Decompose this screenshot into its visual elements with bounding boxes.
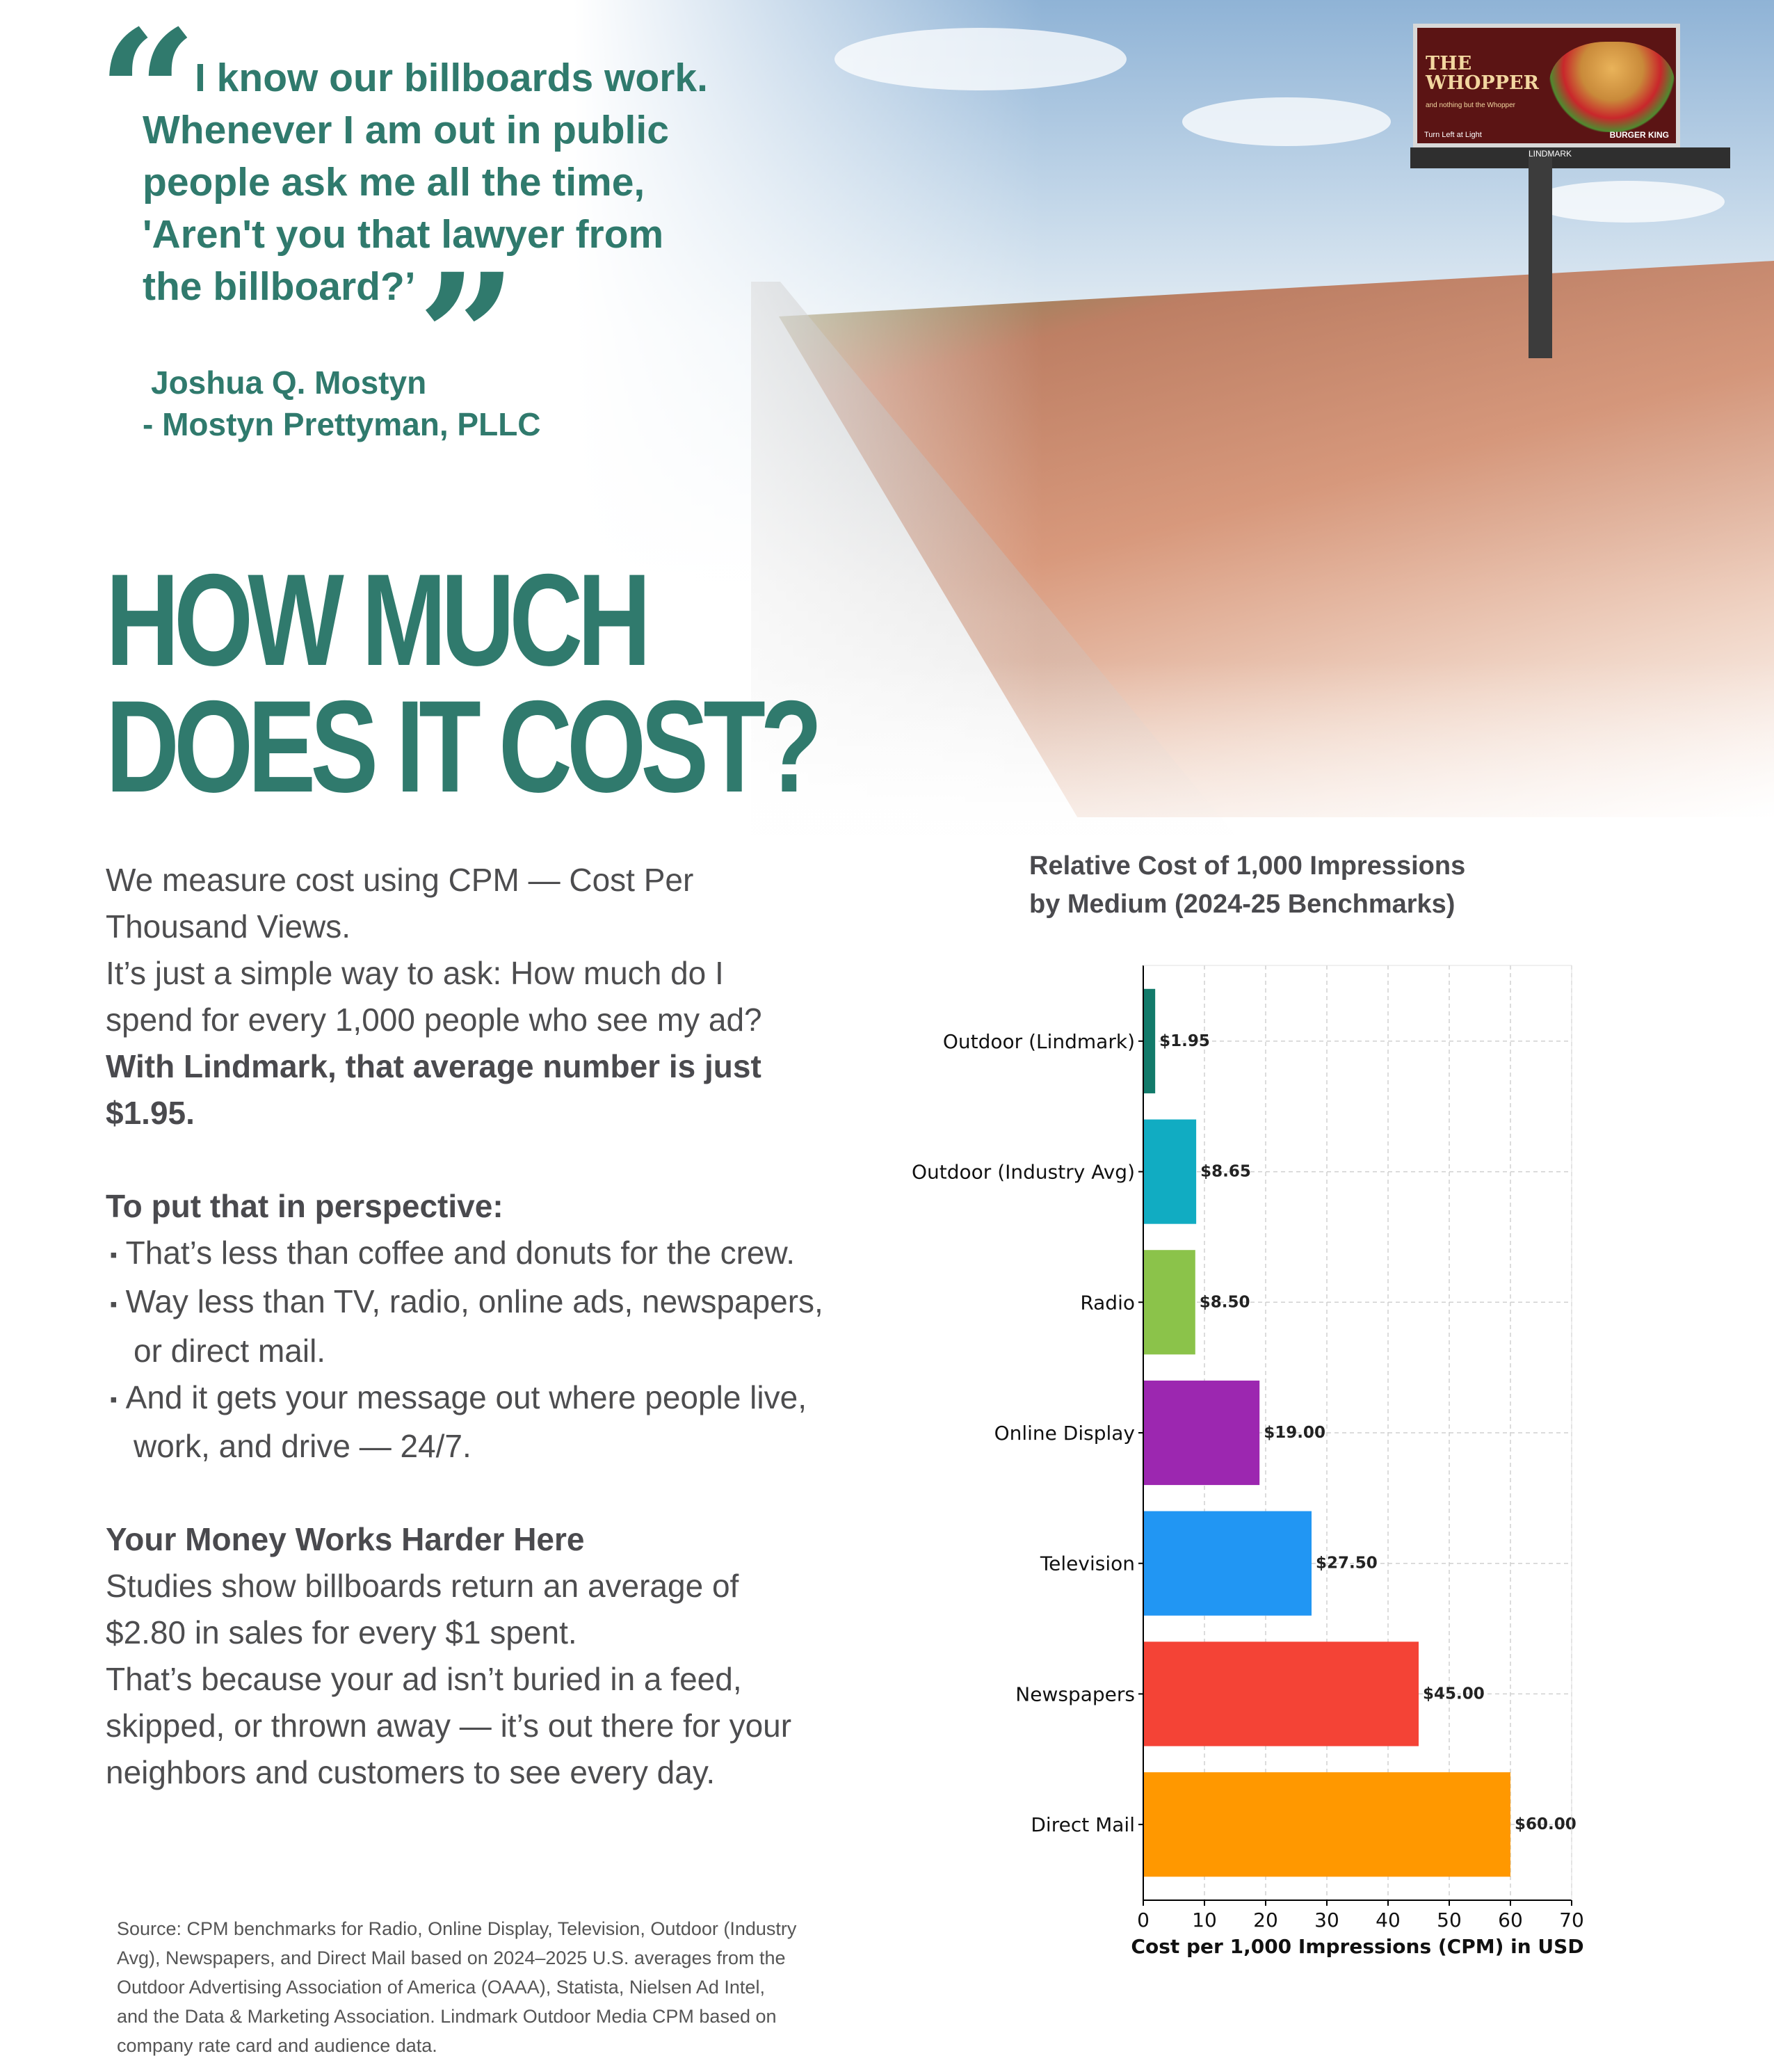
x-tick-label: 30 — [1314, 1909, 1339, 1932]
quote-line: I know our billboards work. — [195, 56, 708, 100]
money-line: Studies show billboards return an averag… — [106, 1568, 739, 1605]
quote-line: people ask me all the time, — [143, 160, 645, 204]
billboard-owner-tag: LINDMARK — [1529, 149, 1572, 159]
bar — [1143, 1772, 1510, 1877]
category-label: Radio — [1080, 1291, 1135, 1314]
x-tick-label: 60 — [1498, 1909, 1523, 1932]
intro-line: spend for every 1,000 people who see my … — [106, 1002, 762, 1038]
close-quote-icon: ” — [417, 235, 517, 440]
category-label: Online Display — [994, 1422, 1135, 1445]
cloud — [1182, 97, 1391, 146]
heading-line: DOES IT COST? — [106, 673, 823, 819]
bar — [1143, 1511, 1312, 1616]
value-label: $60.00 — [1515, 1815, 1577, 1833]
x-tick-label: 10 — [1192, 1909, 1217, 1932]
money-line: neighbors and customers to see every day… — [106, 1754, 716, 1791]
source-line: Source: CPM benchmarks for Radio, Online… — [117, 1918, 797, 1939]
author-name: Joshua Q. Mostyn — [151, 364, 427, 401]
quote-author: Joshua Q. Mostyn - Mostyn Prettyman, PLL… — [143, 362, 541, 445]
billboard-subtitle: and nothing but the Whopper — [1426, 102, 1515, 109]
bullet-item: ▪ And it gets your message out where peop… — [106, 1374, 898, 1423]
quote-line: Whenever I am out in public — [143, 108, 669, 152]
source-line: and the Data & Marketing Association. Li… — [117, 2006, 777, 2027]
author-firm: - Mostyn Prettyman, PLLC — [143, 406, 541, 442]
money-line: $2.80 in sales for every $1 spent. — [106, 1614, 577, 1651]
x-tick-label: 40 — [1376, 1909, 1401, 1932]
billboard-pole — [1529, 150, 1552, 358]
quote-line: the billboard?’ — [143, 264, 416, 309]
billboard-frame — [1410, 147, 1730, 168]
bullet-text: Way less than TV, radio, online ads, new… — [125, 1283, 823, 1320]
spacer — [106, 1470, 898, 1516]
highlight-line: $1.95. — [106, 1095, 195, 1131]
body-copy: We measure cost using CPM — Cost Per Tho… — [106, 857, 898, 1796]
quote-line: 'Aren't you that lawyer from — [143, 212, 664, 257]
billboard-ad: THE WHOPPER and nothing but the Whopper … — [1413, 24, 1680, 147]
open-quote-icon: “ — [97, 0, 197, 196]
value-label: $45.00 — [1423, 1685, 1485, 1703]
page-heading: HOW MUCH DOES IT COST? — [106, 547, 823, 819]
billboard-footer: Turn Left at Light — [1424, 131, 1482, 139]
photo-fade-bottom — [0, 661, 1774, 974]
category-label: Television — [1040, 1552, 1135, 1575]
x-tick-label: 0 — [1137, 1909, 1150, 1932]
cloud — [1530, 181, 1725, 223]
bullet-item: ▪ That’s less than coffee and donuts for … — [106, 1230, 898, 1278]
source-line: Outdoor Advertising Association of Ameri… — [117, 1977, 765, 1998]
money-line: That’s because your ad isn’t buried in a… — [106, 1661, 742, 1698]
value-label: $8.50 — [1200, 1293, 1250, 1311]
bullet-icon: ▪ — [110, 1244, 118, 1267]
spacer — [106, 1137, 898, 1183]
intro-line: Thousand Views. — [106, 908, 351, 945]
source-footnote: Source: CPM benchmarks for Radio, Online… — [117, 1914, 882, 2060]
category-label: Outdoor (Lindmark) — [943, 1030, 1135, 1053]
source-line: Avg), Newspapers, and Direct Mail based … — [117, 1947, 786, 1968]
bar — [1143, 1641, 1419, 1746]
burger-image — [1549, 42, 1675, 132]
perspective-heading: To put that in perspective: — [106, 1188, 503, 1224]
value-label: $19.00 — [1264, 1424, 1325, 1442]
intro-line: We measure cost using CPM — Cost Per — [106, 862, 694, 898]
highway-billboard-photo: THE WHOPPER and nothing but the Whopper … — [0, 0, 1774, 974]
billboard-title: THE WHOPPER — [1426, 53, 1539, 94]
bar — [1143, 988, 1156, 1093]
x-tick-label: 20 — [1253, 1909, 1278, 1932]
bullet-text: That’s less than coffee and donuts for t… — [125, 1235, 795, 1271]
bullet-continuation: work, and drive — 24/7. — [134, 1428, 471, 1465]
value-label: $27.50 — [1316, 1555, 1378, 1573]
x-axis-label: Cost per 1,000 Impressions (CPM) in USD — [1131, 1935, 1583, 1958]
intro-line: It’s just a simple way to ask: How much … — [106, 955, 724, 991]
bullet-icon: ▪ — [110, 1388, 118, 1412]
chart-title-line: Relative Cost of 1,000 Impressions — [1029, 851, 1466, 881]
bullet-icon: ▪ — [110, 1292, 118, 1316]
x-tick-label: 50 — [1437, 1909, 1462, 1932]
value-label: $8.65 — [1200, 1163, 1251, 1181]
bar — [1143, 1380, 1260, 1486]
bullet-continuation: or direct mail. — [134, 1332, 326, 1369]
chart-title: Relative Cost of 1,000 Impressions by Me… — [1029, 847, 1465, 924]
money-line: skipped, or thrown away — it’s out there… — [106, 1708, 792, 1744]
x-tick-label: 70 — [1559, 1909, 1584, 1932]
bullet-text: And it gets your message out where peopl… — [125, 1379, 807, 1415]
highlight-line: With Lindmark, that average number is ju… — [106, 1048, 761, 1084]
bullet-item: ▪ Way less than TV, radio, online ads, ne… — [106, 1278, 898, 1327]
testimonial-quote: I know our billboards work. Whenever I a… — [143, 52, 768, 313]
bar — [1143, 1250, 1195, 1355]
bar — [1143, 1119, 1197, 1224]
chart-title-line: by Medium (2024-25 Benchmarks) — [1029, 890, 1456, 919]
heading-line: HOW MUCH — [106, 547, 651, 693]
value-label: $1.95 — [1159, 1032, 1210, 1050]
category-label: Direct Mail — [1031, 1813, 1135, 1836]
source-line: company rate card and audience data. — [117, 2035, 437, 2056]
money-heading: Your Money Works Harder Here — [106, 1521, 585, 1558]
billboard-brand: BURGER KING — [1609, 130, 1669, 140]
cpm-bar-chart: Outdoor (Lindmark) $1.95 Outdoor (Industry… — [912, 965, 1584, 1958]
category-label: Newspapers — [1015, 1683, 1135, 1705]
category-label: Outdoor (Industry Avg) — [912, 1161, 1135, 1184]
